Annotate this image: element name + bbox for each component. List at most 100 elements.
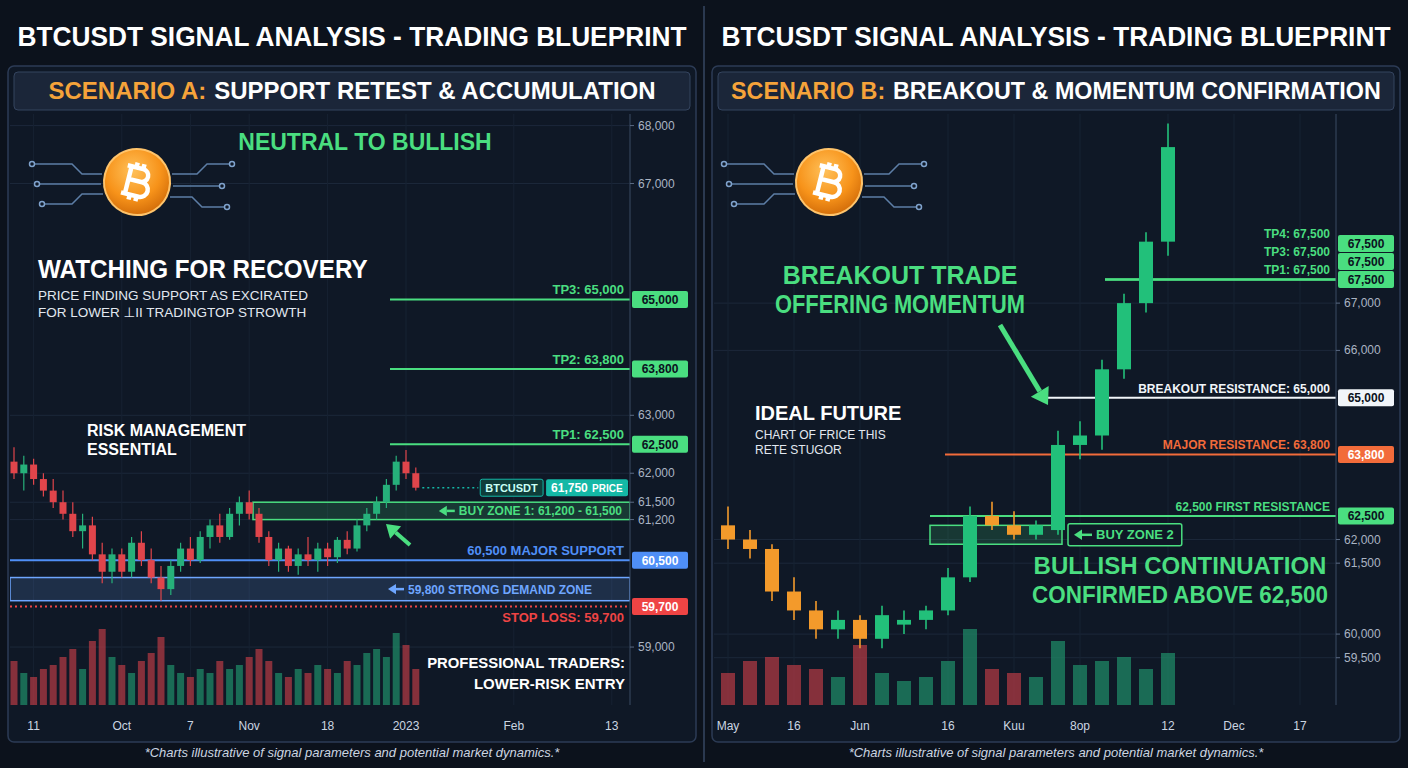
candle-body <box>99 554 106 571</box>
circuit <box>173 185 222 187</box>
volume-bar <box>324 669 331 705</box>
volume-bar <box>354 665 361 705</box>
volume-bar <box>167 665 174 705</box>
volume-bar <box>853 645 867 705</box>
level-line <box>390 443 630 445</box>
x-tick-label: May <box>717 719 740 733</box>
y-axis <box>1336 114 1337 705</box>
annotation: OFFERING MOMENTUM <box>775 291 1025 319</box>
x-tick-label: 2023 <box>393 719 420 733</box>
level-badge-text: 67,500 <box>1348 255 1385 269</box>
volume-bar <box>314 665 321 705</box>
y-tick <box>630 647 634 648</box>
plot <box>721 123 1336 705</box>
logo-coin <box>789 142 869 222</box>
logo-mark <box>120 160 154 203</box>
level-badge <box>1338 507 1394 524</box>
circuit-node <box>727 182 732 187</box>
y-tick-label: 66,000 <box>1344 343 1381 357</box>
annotation: ESSENTIAL <box>87 441 177 458</box>
volume-bar <box>246 657 253 705</box>
panel <box>8 66 696 742</box>
x-tick-label: 7 <box>187 719 194 733</box>
circuit-node <box>917 205 922 210</box>
volume-bar <box>875 673 889 705</box>
volume-bar <box>1051 641 1065 705</box>
x-grid <box>327 114 328 705</box>
level-badge <box>632 360 688 377</box>
candle-body <box>334 540 341 557</box>
volume-bar <box>1139 669 1153 705</box>
candle-body <box>314 549 321 561</box>
candle-body <box>1095 369 1109 435</box>
y-grid <box>714 657 1336 658</box>
candle-body <box>226 514 233 537</box>
candle-body <box>158 578 165 590</box>
annotation: BULLISH CONTINUATION <box>1034 552 1327 579</box>
zone-label: 59,800 STRONG DEMAND ZONE <box>408 583 592 597</box>
y-grid <box>10 183 630 184</box>
candle-body <box>412 473 419 487</box>
annotation: LOWER-RISK ENTRY <box>474 675 625 692</box>
level-label: TP2: 63,800 <box>552 352 624 367</box>
candle-body <box>1073 436 1087 445</box>
volume-bar <box>265 661 272 705</box>
arrow-head <box>439 506 447 516</box>
volume-bar <box>941 661 955 705</box>
y-axis <box>630 114 631 705</box>
candle-body <box>985 516 999 525</box>
x-tick-label: 13 <box>605 719 619 733</box>
level-badge-text: 60,500 <box>642 554 679 568</box>
circuit-node <box>922 162 927 167</box>
y-tick-label: 62,000 <box>638 466 675 480</box>
circuit-node <box>722 162 727 167</box>
arrow-shaft <box>1000 325 1040 391</box>
x-tick-label: 16 <box>941 719 955 733</box>
candle-body <box>393 462 400 485</box>
annotation: RETE STUGOR <box>755 443 842 457</box>
y-grid <box>10 415 630 416</box>
candle-body <box>30 465 37 479</box>
annotation: WATCHING FOR RECOVERY <box>38 256 368 283</box>
volume-bar <box>138 661 145 705</box>
level-label: BREAKOUT RESISTANCE: 65,000 <box>1138 382 1330 396</box>
level-badge <box>632 552 688 569</box>
circuit-node <box>230 162 235 167</box>
zone <box>10 578 630 601</box>
y-tick-label: 61,500 <box>638 495 675 509</box>
candle-body <box>167 566 174 589</box>
x-tick-label: 16 <box>787 719 801 733</box>
x-grid <box>1234 114 1235 705</box>
x-grid <box>33 114 34 705</box>
y-grid <box>10 473 630 474</box>
x-tick-label: 17 <box>1293 719 1307 733</box>
level-badge-text: 65,000 <box>1348 391 1385 405</box>
level-label: 62,500 FIRST RESISTANCE <box>1176 500 1331 514</box>
y-tick-label: 59,000 <box>638 640 675 654</box>
volume-bar <box>79 669 86 705</box>
candle-body <box>787 592 801 611</box>
candle-body <box>721 525 735 539</box>
volume-bar <box>118 665 125 705</box>
candle-body <box>363 514 370 526</box>
candle-body <box>897 620 911 625</box>
level-badge-text: 67,500 <box>1348 237 1385 251</box>
candle-body <box>236 502 243 514</box>
volume-bar <box>721 673 735 705</box>
volume-bar <box>226 669 233 705</box>
y-tick <box>1336 350 1340 351</box>
volume-bar <box>334 673 341 705</box>
x-tick-label: 12 <box>1161 719 1175 733</box>
candle-body <box>69 514 76 531</box>
y-tick <box>630 415 634 416</box>
x-grid <box>249 114 250 705</box>
candle-body <box>1029 525 1043 534</box>
candle-body <box>344 540 351 549</box>
annotation: CONFIRMED ABOVE 62,500 <box>1032 581 1328 608</box>
candle-body <box>743 540 757 549</box>
candle-body <box>383 485 390 502</box>
volume-bar <box>897 681 911 705</box>
arrow-head <box>1074 530 1082 540</box>
level-badge-text: 62,500 <box>1348 509 1385 523</box>
footnote: *Charts illustrative of signal parameter… <box>145 745 561 760</box>
